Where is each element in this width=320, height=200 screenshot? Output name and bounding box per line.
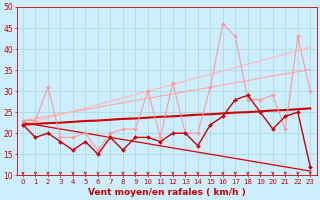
X-axis label: Vent moyen/en rafales ( km/h ): Vent moyen/en rafales ( km/h ) — [88, 188, 245, 197]
